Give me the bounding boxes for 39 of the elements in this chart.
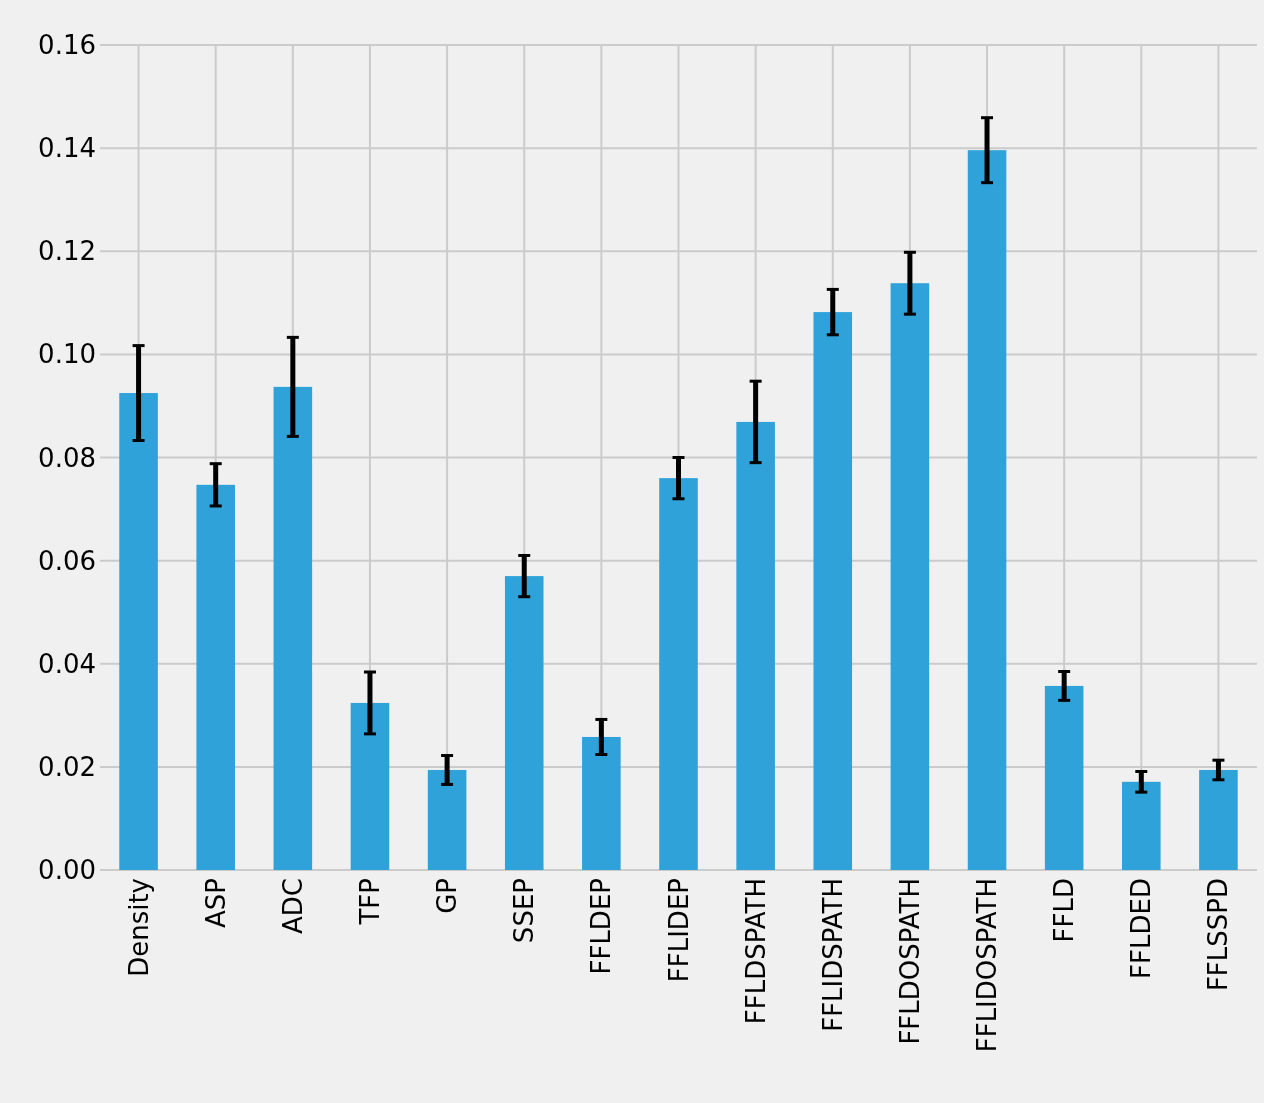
- bar: [1199, 769, 1238, 870]
- bar: [967, 150, 1007, 870]
- x-tick-label: FFLDEP: [586, 878, 617, 975]
- bar: [890, 283, 930, 870]
- bar: [736, 421, 775, 870]
- bar: [504, 576, 544, 870]
- x-tick-label: SSEP: [509, 878, 540, 944]
- x-tick-label: ADC: [277, 878, 308, 934]
- x-tick-label: FFLDOSPATH: [894, 878, 925, 1045]
- bar: [196, 484, 235, 870]
- bar: [350, 702, 390, 870]
- y-tick-label: 0.00: [38, 855, 96, 885]
- x-tick-label: GP: [432, 878, 463, 914]
- y-tick-label: 0.06: [38, 545, 96, 576]
- bar: [659, 478, 698, 870]
- y-tick-label: 0.10: [38, 339, 96, 370]
- x-tick-label: FFLIDEP: [663, 878, 694, 983]
- y-tick-label: 0.14: [38, 133, 96, 164]
- y-tick-label: 0.02: [38, 751, 96, 782]
- x-tick-label: ASP: [200, 878, 231, 928]
- x-tick-label: TFP: [354, 878, 385, 926]
- x-tick-label: FFLSSPD: [1203, 878, 1234, 992]
- y-tick-label: 0.12: [38, 236, 96, 267]
- bar: [813, 312, 853, 870]
- y-tick-label: 0.08: [38, 442, 96, 473]
- y-tick-label: 0.16: [38, 30, 96, 60]
- x-tick-label: FFLIDSPATH: [817, 878, 848, 1032]
- x-tick-label: FFLDSPATH: [740, 878, 771, 1025]
- bar: [119, 393, 158, 870]
- x-tick-label: Density: [123, 878, 154, 977]
- bar: [273, 386, 313, 870]
- x-tick-label: FFLD: [1049, 878, 1080, 943]
- y-tick-label: 0.04: [38, 648, 96, 679]
- x-tick-label: FFLIDOSPATH: [972, 878, 1003, 1053]
- bar: [582, 736, 621, 870]
- bar: [427, 769, 467, 870]
- x-tick-label: FFLDED: [1126, 878, 1157, 979]
- bar: [1122, 781, 1161, 870]
- bar: [1044, 685, 1084, 870]
